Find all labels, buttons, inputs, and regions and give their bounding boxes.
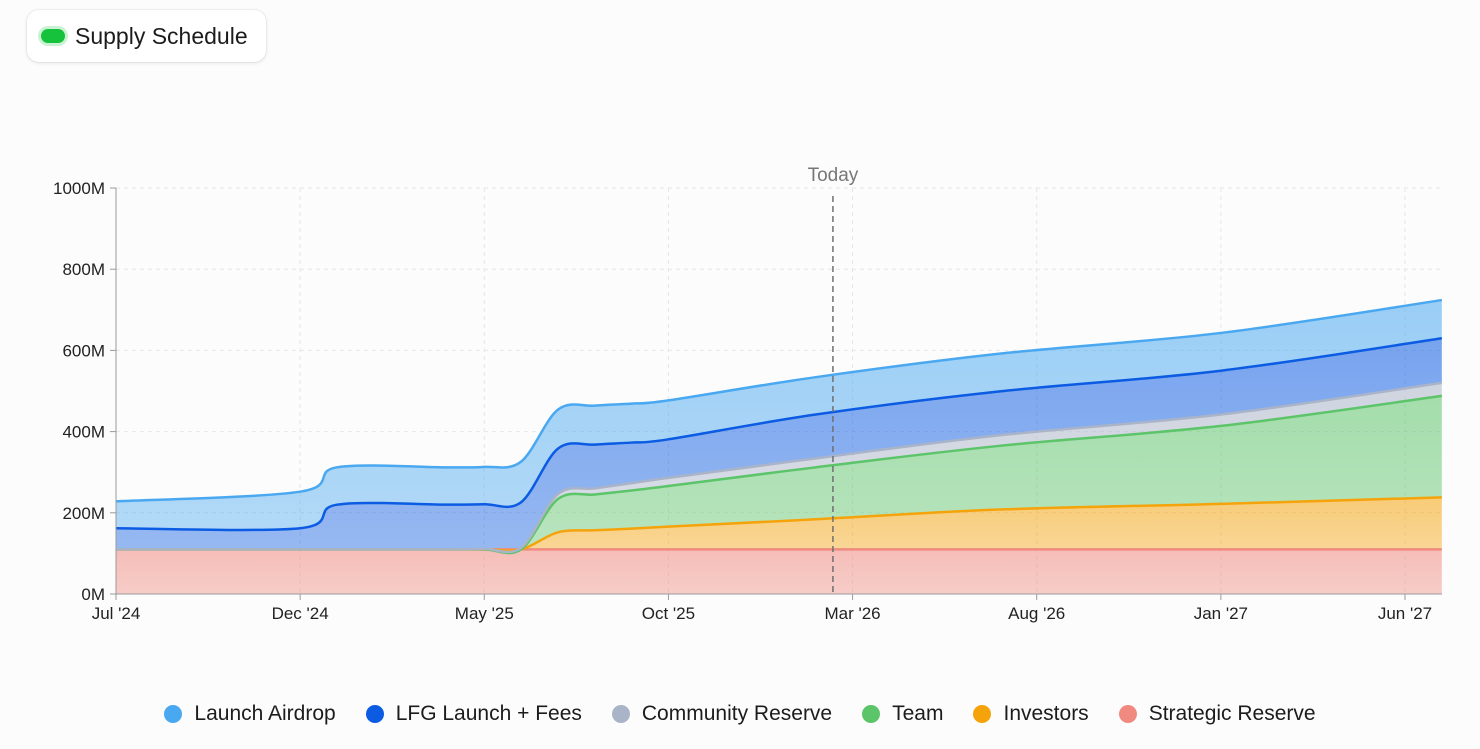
legend-label: Strategic Reserve [1148, 702, 1316, 725]
y-tick-label: 200M [62, 504, 105, 523]
y-tick-label: 800M [62, 260, 105, 279]
legend-swatch-icon [973, 705, 992, 723]
legend-label: Investors [1003, 702, 1089, 725]
y-tick-label: 600M [62, 341, 105, 360]
legend-label: Launch Airdrop [194, 702, 336, 725]
x-tick-label: Oct '25 [642, 604, 695, 623]
x-tick-label: Aug '26 [1008, 604, 1065, 623]
x-tick-label: Jun '27 [1378, 604, 1432, 623]
legend-swatch-icon [862, 705, 881, 723]
legend-swatch-icon [365, 705, 384, 723]
legend-label: Team [892, 702, 944, 725]
x-tick-label: Jul '24 [92, 604, 141, 623]
legend-item-investors[interactable]: Investors [973, 702, 1089, 726]
line-lfg-launch-fees [115, 336, 1443, 532]
line-launch-airdrop [115, 298, 1443, 503]
y-tick-label: 1000M [53, 179, 105, 198]
y-tick-label: 0M [81, 585, 105, 604]
legend-item-launch-airdrop[interactable]: Launch Airdrop [164, 702, 336, 726]
chart-legend: Launch Airdrop LFG Launch + Fees Communi… [0, 697, 1480, 731]
legend-item-community-reserve[interactable]: Community Reserve [611, 702, 833, 726]
x-tick-label: Jan '27 [1194, 604, 1248, 623]
area-launch-airdrop [116, 300, 1442, 530]
legend-item-lfg-launch-fees[interactable]: LFG Launch + Fees [365, 702, 582, 726]
legend-swatch-icon [611, 705, 630, 723]
today-label: Today [808, 165, 859, 186]
legend-swatch-icon [1118, 705, 1137, 723]
x-tick-label: Dec '24 [272, 604, 329, 623]
legend-item-team[interactable]: Team [862, 702, 943, 726]
area-lfg-launch-fees [116, 338, 1442, 553]
legend-swatch-icon [164, 705, 183, 723]
legend-label: LFG Launch + Fees [395, 702, 582, 725]
legend-label: Community Reserve [641, 702, 833, 725]
status-dot-icon [41, 29, 65, 43]
area-investors [116, 497, 1442, 551]
legend-item-strategic-reserve[interactable]: Strategic Reserve [1118, 702, 1316, 726]
area-strategic-reserve [116, 549, 1442, 594]
x-tick-label: May '25 [455, 604, 514, 623]
supply-chart: 0M 200M 400M 600M 800M 1000M Jul '24 Dec '24 May… [53, 165, 1443, 623]
chart-title: Supply Schedule [75, 22, 248, 49]
line-community-reserve [116, 381, 1443, 554]
y-tick-label: 400M [62, 423, 105, 442]
x-tick-label: Mar '26 [824, 604, 880, 623]
area-team [116, 395, 1442, 554]
title-badge: Supply Schedule [27, 10, 266, 62]
